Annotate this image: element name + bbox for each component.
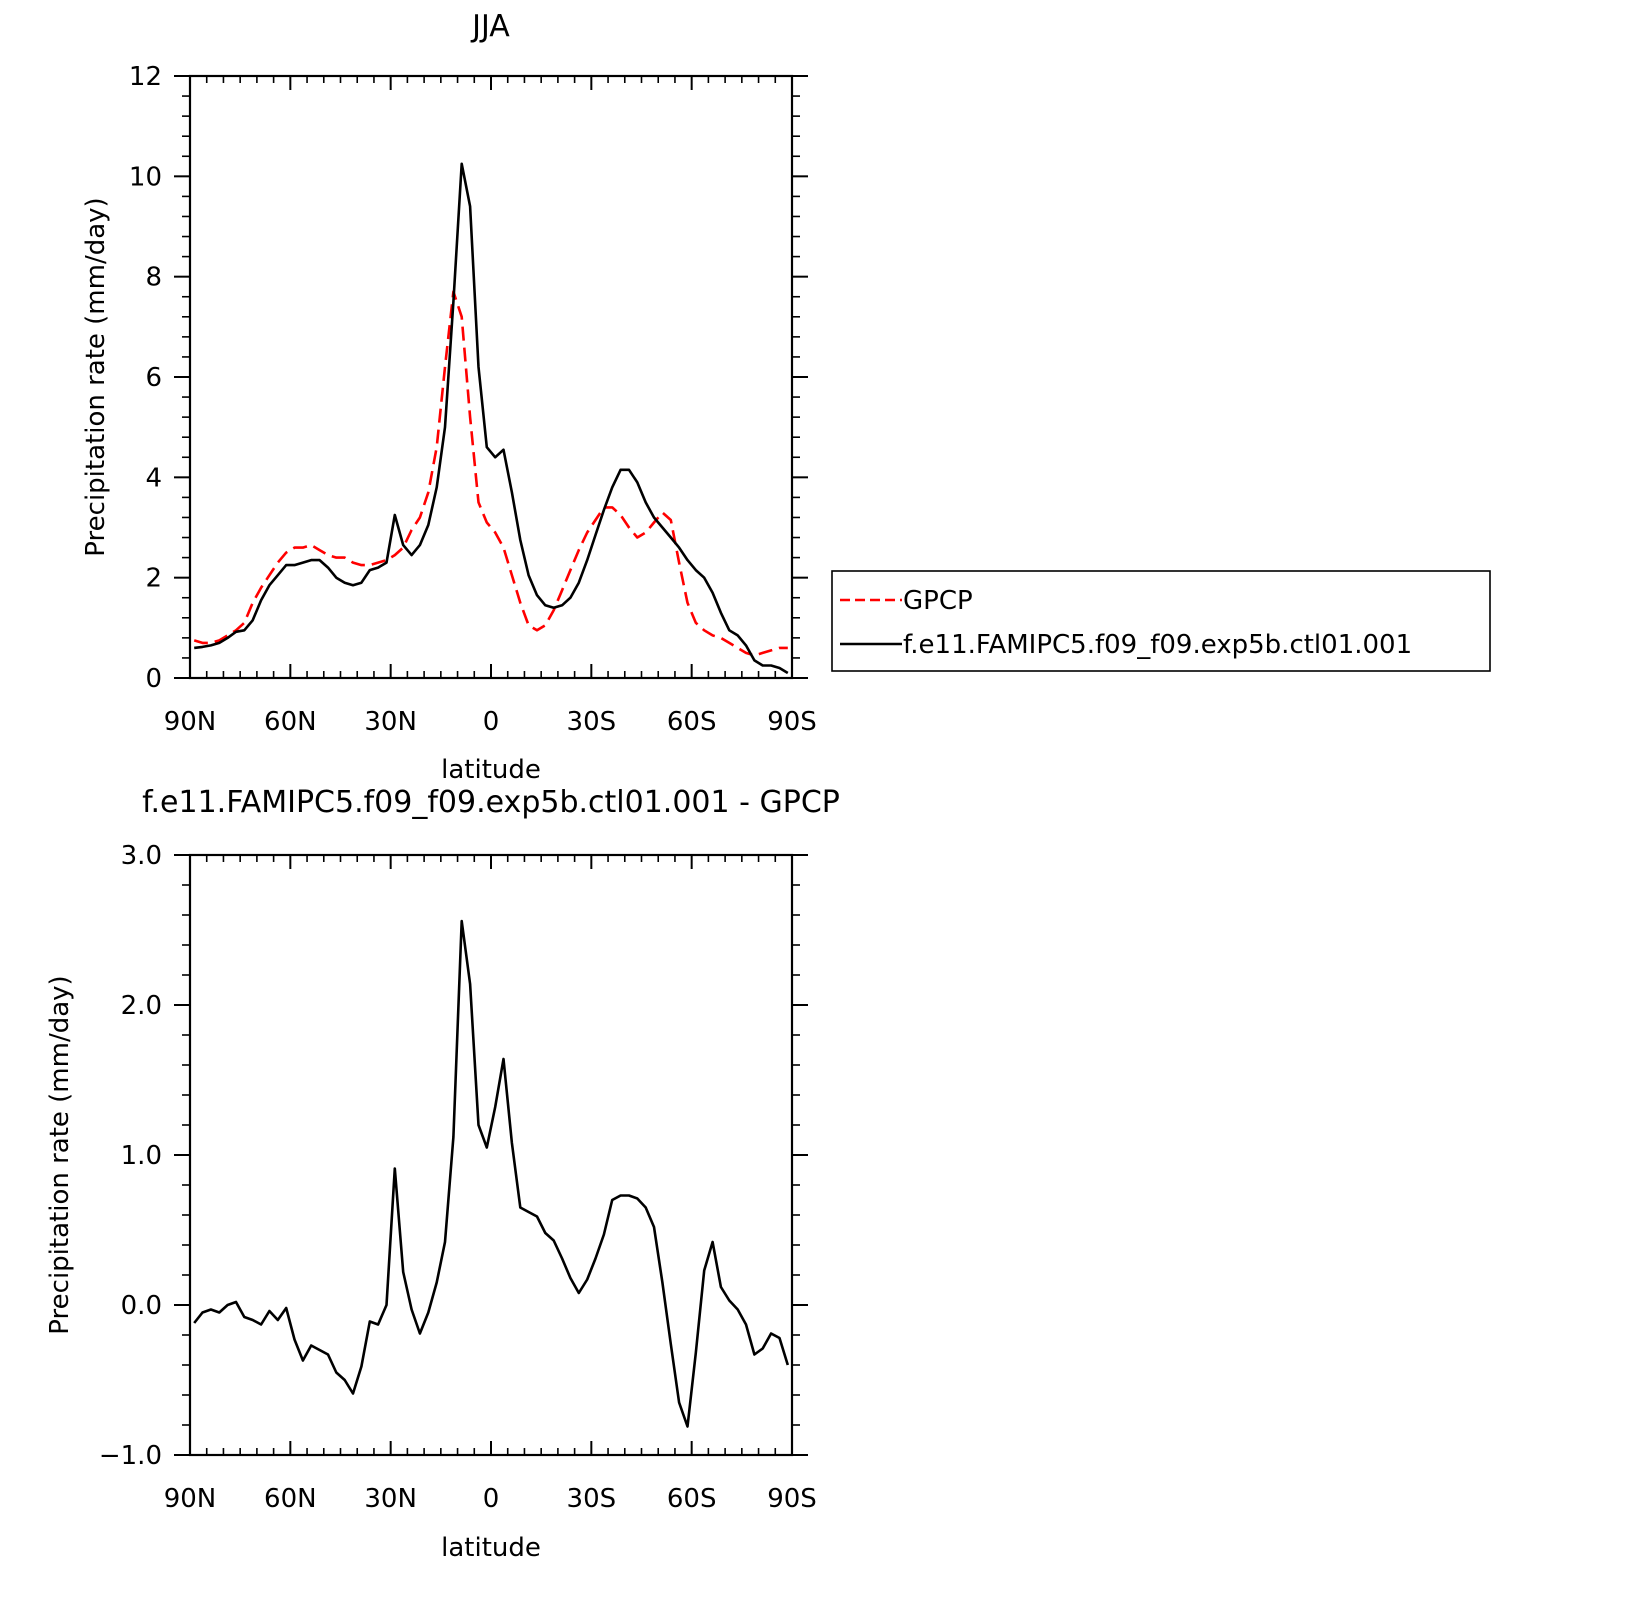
plot-frame xyxy=(188,853,794,1457)
y-tick-label: 2.0 xyxy=(121,991,162,1021)
x-tick-label: 60S xyxy=(667,707,717,737)
x-tick-label: 90N xyxy=(164,707,217,737)
chart-title: JJA xyxy=(470,9,510,44)
x-tick-label: 60N xyxy=(264,707,317,737)
x-tick-label: 90N xyxy=(164,1484,217,1514)
legend-label: f.e11.FAMIPC5.f09_f09.exp5b.ctl01.001 xyxy=(903,630,1412,660)
legend: GPCP f.e11.FAMIPC5.f09_f09.exp5b.ctl01.00… xyxy=(831,570,1491,672)
legend-label: GPCP xyxy=(903,586,973,616)
x-tick-label: 90S xyxy=(767,707,817,737)
x-tick-label: 30N xyxy=(364,1484,417,1514)
x-tick-label: 30S xyxy=(567,707,617,737)
y-tick-label: 3.0 xyxy=(121,841,162,871)
series-line-0 xyxy=(193,919,790,1428)
legend-box xyxy=(831,570,1491,672)
y-axis-label: Precipitation rate (mm/day) xyxy=(81,197,111,556)
y-tick-label: 10 xyxy=(129,162,162,192)
plot-frame xyxy=(188,74,794,680)
y-tick-label: 0 xyxy=(145,664,162,694)
y-axis-label: Precipitation rate (mm/day) xyxy=(45,975,75,1334)
x-tick-label: 90S xyxy=(767,1484,817,1514)
panel-bottom: 90N 60N 30N 0 30S 60S 90S −1.0 0.0 1.0 2.0 3.0 f.e11… xyxy=(45,785,840,1563)
x-tick-label: 0 xyxy=(483,1484,500,1514)
x-tick-label: 60S xyxy=(667,1484,717,1514)
y-tick-label: 6 xyxy=(145,363,162,393)
y-tick-label: −1.0 xyxy=(99,1441,162,1471)
x-axis-label: latitude xyxy=(441,755,541,785)
y-tick-label: 8 xyxy=(145,263,162,293)
x-tick-label: 0 xyxy=(483,707,500,737)
x-tick-label: 30N xyxy=(364,707,417,737)
y-tick-label: 4 xyxy=(145,463,162,493)
x-axis-label: latitude xyxy=(441,1533,541,1563)
series-line-0 xyxy=(193,290,788,657)
series-line-1 xyxy=(194,162,789,675)
panel-top: 90N 60N 30N 0 30S 60S 90S 0 2 4 6 8 10 12 JJA latitude P… xyxy=(81,9,817,785)
y-tick-label: 12 xyxy=(129,62,162,92)
x-tick-label: 60N xyxy=(264,1484,317,1514)
y-tick-label: 0.0 xyxy=(121,1291,162,1321)
chart-title: f.e11.FAMIPC5.f09_f09.exp5b.ctl01.001 - … xyxy=(142,785,840,820)
x-tick-label: 30S xyxy=(567,1484,617,1514)
y-tick-label: 2 xyxy=(145,564,162,594)
y-tick-label: 1.0 xyxy=(121,1141,162,1171)
